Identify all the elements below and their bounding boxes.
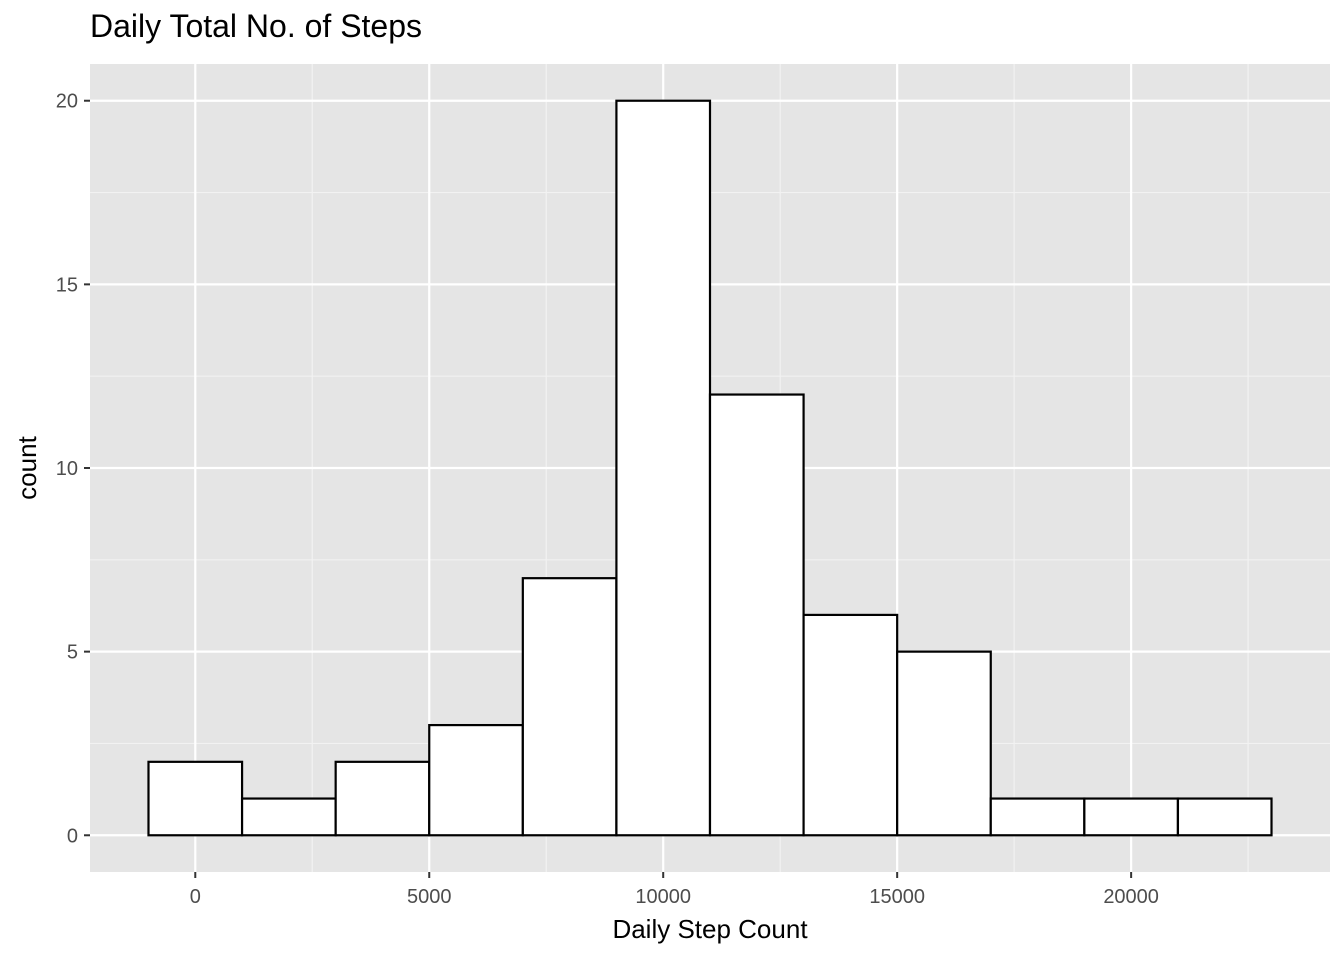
y-tick-label: 15 bbox=[56, 274, 78, 296]
histogram-bar bbox=[1176, 797, 1273, 837]
chart-title: Daily Total No. of Steps bbox=[90, 8, 423, 44]
histogram-bar bbox=[240, 797, 337, 837]
x-axis: 0 5000 10000 15000 20000 bbox=[190, 872, 1159, 908]
histogram-bar bbox=[989, 797, 1086, 837]
x-tick-label: 0 bbox=[190, 886, 201, 908]
y-tick-label: 10 bbox=[56, 458, 78, 480]
histogram-bar bbox=[521, 577, 618, 837]
histogram-bar bbox=[896, 650, 992, 837]
histogram-bars bbox=[147, 99, 1273, 837]
y-axis: 0 5 10 15 20 bbox=[56, 91, 90, 847]
y-tick-label: 0 bbox=[67, 825, 78, 847]
y-axis-title: count bbox=[12, 435, 42, 499]
histogram-bar bbox=[1083, 797, 1180, 837]
histogram-bar bbox=[147, 760, 244, 837]
x-tick-label: 15000 bbox=[869, 886, 925, 908]
y-tick-label: 20 bbox=[56, 91, 78, 113]
x-tick-label: 10000 bbox=[635, 886, 691, 908]
histogram-bar bbox=[428, 723, 524, 837]
histogram-bar bbox=[802, 613, 899, 837]
histogram-bar bbox=[615, 99, 712, 837]
histogram-bar bbox=[708, 393, 805, 837]
x-axis-title: Daily Step Count bbox=[612, 914, 808, 944]
x-tick-label: 20000 bbox=[1103, 886, 1159, 908]
y-tick-label: 5 bbox=[67, 642, 78, 664]
histogram-bar bbox=[334, 760, 431, 837]
x-tick-label: 5000 bbox=[407, 886, 452, 908]
